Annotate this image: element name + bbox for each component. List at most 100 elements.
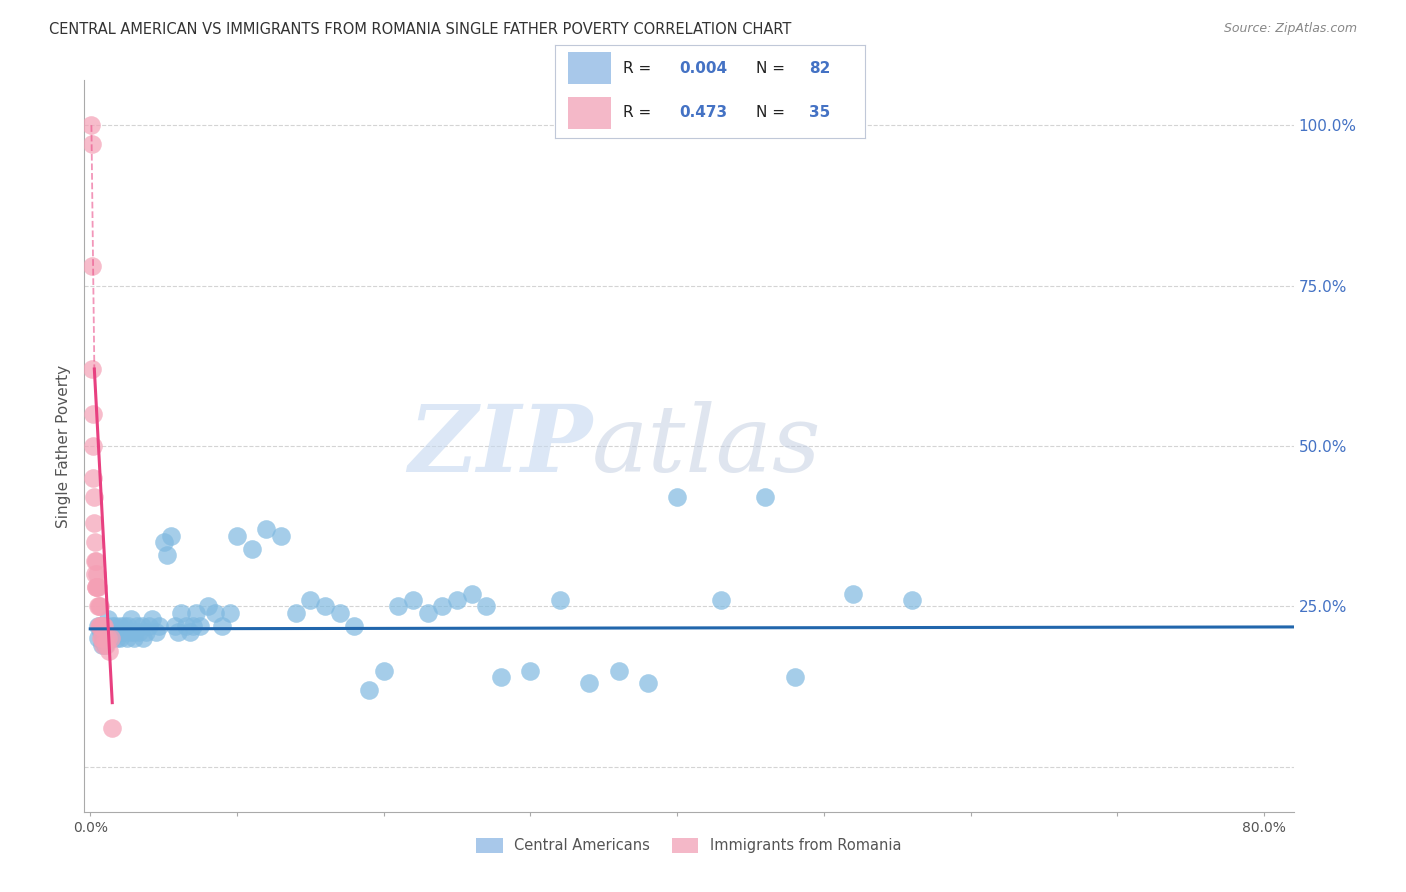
Point xyxy=(91,618,114,632)
Point xyxy=(284,606,307,620)
Point xyxy=(475,599,498,614)
Point xyxy=(299,593,322,607)
Point xyxy=(89,618,111,632)
Text: R =: R = xyxy=(623,61,651,76)
Point xyxy=(118,625,141,640)
Point xyxy=(84,567,107,582)
Point xyxy=(131,618,153,632)
Point xyxy=(108,625,131,640)
Point xyxy=(783,670,806,684)
Point xyxy=(101,618,124,632)
Point xyxy=(179,625,201,640)
Point xyxy=(204,606,226,620)
Point xyxy=(86,599,108,614)
Point xyxy=(357,682,380,697)
Text: R =: R = xyxy=(623,105,651,120)
Point xyxy=(148,618,170,632)
Point xyxy=(145,625,167,640)
Point xyxy=(387,599,409,614)
Point xyxy=(270,529,292,543)
Point xyxy=(83,491,105,505)
Point xyxy=(97,632,120,646)
Point xyxy=(96,638,118,652)
Point xyxy=(91,638,114,652)
Point xyxy=(87,580,110,594)
Point xyxy=(98,644,121,658)
Text: 0.004: 0.004 xyxy=(679,61,727,76)
Point xyxy=(87,599,110,614)
Text: CENTRAL AMERICAN VS IMMIGRANTS FROM ROMANIA SINGLE FATHER POVERTY CORRELATION CH: CENTRAL AMERICAN VS IMMIGRANTS FROM ROMA… xyxy=(49,22,792,37)
Point xyxy=(343,618,366,632)
Point xyxy=(93,638,115,652)
Point xyxy=(82,471,104,485)
Point xyxy=(80,260,103,274)
Point xyxy=(84,554,107,568)
Point xyxy=(402,593,425,607)
Point xyxy=(100,632,122,646)
Point xyxy=(120,612,142,626)
Point xyxy=(211,618,233,632)
Point xyxy=(101,632,124,646)
Point xyxy=(84,580,107,594)
Point xyxy=(117,618,139,632)
Point xyxy=(80,118,103,132)
Point xyxy=(188,618,211,632)
Point xyxy=(170,606,193,620)
Point xyxy=(82,362,104,376)
Point xyxy=(446,593,468,607)
Point xyxy=(98,632,121,646)
Point xyxy=(94,638,117,652)
Point xyxy=(87,618,110,632)
Point xyxy=(174,618,197,632)
Point xyxy=(165,618,187,632)
Text: Source: ZipAtlas.com: Source: ZipAtlas.com xyxy=(1223,22,1357,36)
Point xyxy=(94,632,117,646)
Point xyxy=(105,632,128,646)
Point xyxy=(86,580,108,594)
Point xyxy=(184,606,207,620)
Point xyxy=(115,632,138,646)
Point xyxy=(135,625,157,640)
Point xyxy=(329,606,352,620)
Point xyxy=(86,632,108,646)
Point xyxy=(489,670,512,684)
Point xyxy=(548,593,571,607)
Point xyxy=(86,580,108,594)
Point xyxy=(160,529,183,543)
Legend: Central Americans, Immigrants from Romania: Central Americans, Immigrants from Roman… xyxy=(471,831,907,859)
Point xyxy=(94,618,117,632)
Point xyxy=(226,529,249,543)
Text: N =: N = xyxy=(756,105,786,120)
Text: 0.473: 0.473 xyxy=(679,105,727,120)
Point xyxy=(167,625,190,640)
Point xyxy=(86,618,108,632)
Point xyxy=(122,632,145,646)
Point xyxy=(100,625,122,640)
Point xyxy=(89,625,111,640)
Point xyxy=(578,676,600,690)
Point xyxy=(101,721,124,735)
Point xyxy=(89,599,111,614)
Point xyxy=(240,541,263,556)
Point xyxy=(108,632,131,646)
FancyBboxPatch shape xyxy=(568,97,612,129)
Point xyxy=(710,593,733,607)
Point xyxy=(83,535,105,549)
Point xyxy=(416,606,439,620)
Point xyxy=(155,548,177,562)
Point xyxy=(103,625,125,640)
Point xyxy=(108,618,131,632)
Point xyxy=(90,618,112,632)
Point xyxy=(93,632,115,646)
Point xyxy=(754,491,776,505)
Point xyxy=(197,599,219,614)
FancyBboxPatch shape xyxy=(568,52,612,84)
Text: atlas: atlas xyxy=(592,401,821,491)
Point xyxy=(138,618,160,632)
Point xyxy=(373,664,395,678)
Point xyxy=(80,137,103,152)
Point xyxy=(637,676,659,690)
Point xyxy=(127,618,149,632)
Point xyxy=(132,632,155,646)
Point xyxy=(94,625,117,640)
